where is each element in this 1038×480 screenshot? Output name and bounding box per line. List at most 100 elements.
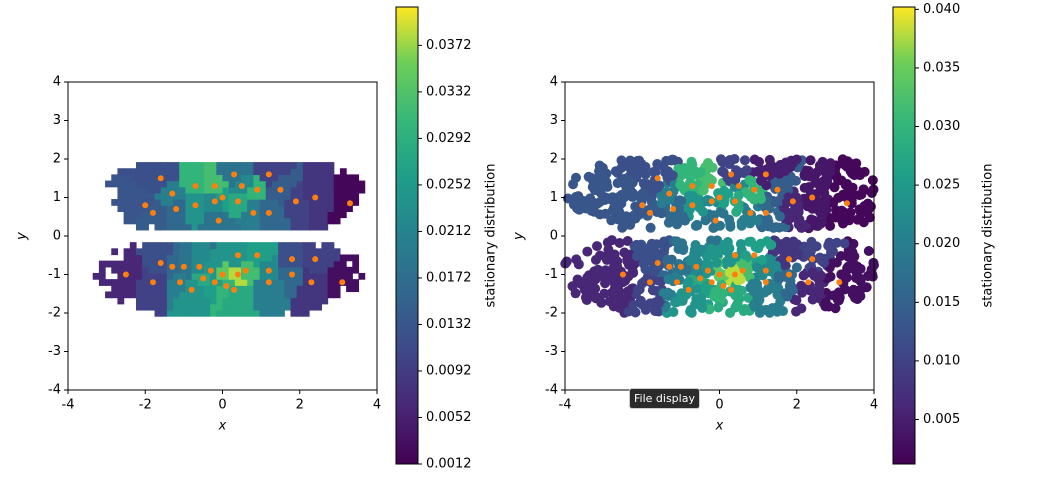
cluster-center xyxy=(712,217,719,224)
cell xyxy=(166,205,174,212)
cell xyxy=(222,279,230,286)
sample-point xyxy=(631,288,642,299)
cell xyxy=(302,242,310,249)
cluster-center xyxy=(639,202,646,209)
cell xyxy=(309,180,316,188)
sample-point xyxy=(851,267,862,278)
cell xyxy=(154,248,162,256)
cell xyxy=(234,162,242,169)
sample-point xyxy=(805,246,816,257)
cluster-center xyxy=(646,279,653,286)
cell xyxy=(105,291,112,299)
x-tick-label: -2 xyxy=(139,398,152,413)
sample-point xyxy=(601,254,612,265)
cell xyxy=(241,168,248,176)
cell xyxy=(296,205,304,212)
cell xyxy=(203,297,211,305)
sample-point xyxy=(757,254,768,265)
cell xyxy=(333,272,341,280)
cell xyxy=(154,186,162,194)
sample-point xyxy=(664,194,675,205)
cell xyxy=(135,291,143,299)
cluster-center xyxy=(192,202,199,209)
cell xyxy=(173,297,180,305)
cell xyxy=(290,291,298,299)
x-axis-label: x xyxy=(218,419,227,434)
sample-point xyxy=(677,211,688,222)
sample-point xyxy=(708,223,719,234)
sample-point xyxy=(838,189,849,200)
cell xyxy=(302,297,310,305)
cell xyxy=(117,192,125,200)
cluster-center xyxy=(265,171,272,178)
cell xyxy=(185,211,193,219)
sample-point xyxy=(607,287,618,298)
cell xyxy=(302,180,310,188)
cell xyxy=(210,291,217,299)
cell xyxy=(241,297,248,305)
cell xyxy=(160,174,168,182)
cluster-center xyxy=(196,263,203,270)
cluster-center xyxy=(689,202,696,209)
cell xyxy=(123,174,131,182)
sample-point xyxy=(698,185,709,196)
cell xyxy=(234,168,242,176)
cell xyxy=(309,303,316,311)
cell xyxy=(154,205,162,212)
cell xyxy=(228,242,236,249)
cell xyxy=(148,174,156,182)
cluster-center xyxy=(169,263,176,270)
cell xyxy=(98,272,106,280)
sample-point xyxy=(586,271,597,282)
cell xyxy=(216,254,224,262)
sample-point xyxy=(652,182,663,193)
cell xyxy=(309,174,316,182)
cell xyxy=(216,205,224,212)
cluster-center xyxy=(674,279,681,286)
sample-point xyxy=(656,208,667,219)
sample-point xyxy=(719,185,730,196)
cell xyxy=(173,168,180,176)
cell xyxy=(166,291,174,299)
cell xyxy=(253,285,261,293)
sample-point xyxy=(691,283,702,294)
cell xyxy=(154,168,162,176)
cell xyxy=(105,279,112,286)
cell xyxy=(302,162,310,169)
cell xyxy=(210,186,217,194)
cell xyxy=(259,291,267,299)
cell xyxy=(142,174,149,182)
sample-point xyxy=(575,278,586,289)
cell xyxy=(315,199,322,206)
cell xyxy=(247,254,254,262)
sample-point xyxy=(775,211,786,222)
cell xyxy=(135,285,143,293)
cell xyxy=(247,199,254,206)
cluster-center xyxy=(277,186,284,193)
cell xyxy=(296,248,304,256)
cell xyxy=(259,303,267,311)
y-tick-label: 2 xyxy=(53,152,61,167)
cell xyxy=(290,174,298,182)
cell xyxy=(278,285,285,293)
cell xyxy=(315,180,322,188)
cell xyxy=(173,180,180,188)
cell xyxy=(327,260,335,268)
cell xyxy=(228,291,236,299)
cell xyxy=(148,303,156,311)
cell xyxy=(234,205,242,212)
cell xyxy=(173,186,180,194)
cell xyxy=(179,211,187,219)
cluster-center xyxy=(762,171,769,178)
cell xyxy=(203,211,211,219)
sample-point xyxy=(847,289,858,300)
y-tick-label: 3 xyxy=(53,113,61,128)
cell xyxy=(247,266,254,274)
cell xyxy=(210,248,217,256)
sample-point xyxy=(743,236,754,247)
cell xyxy=(290,248,298,256)
cell xyxy=(327,279,335,286)
sample-point xyxy=(786,211,797,222)
cell xyxy=(191,279,199,286)
cell xyxy=(284,272,292,280)
